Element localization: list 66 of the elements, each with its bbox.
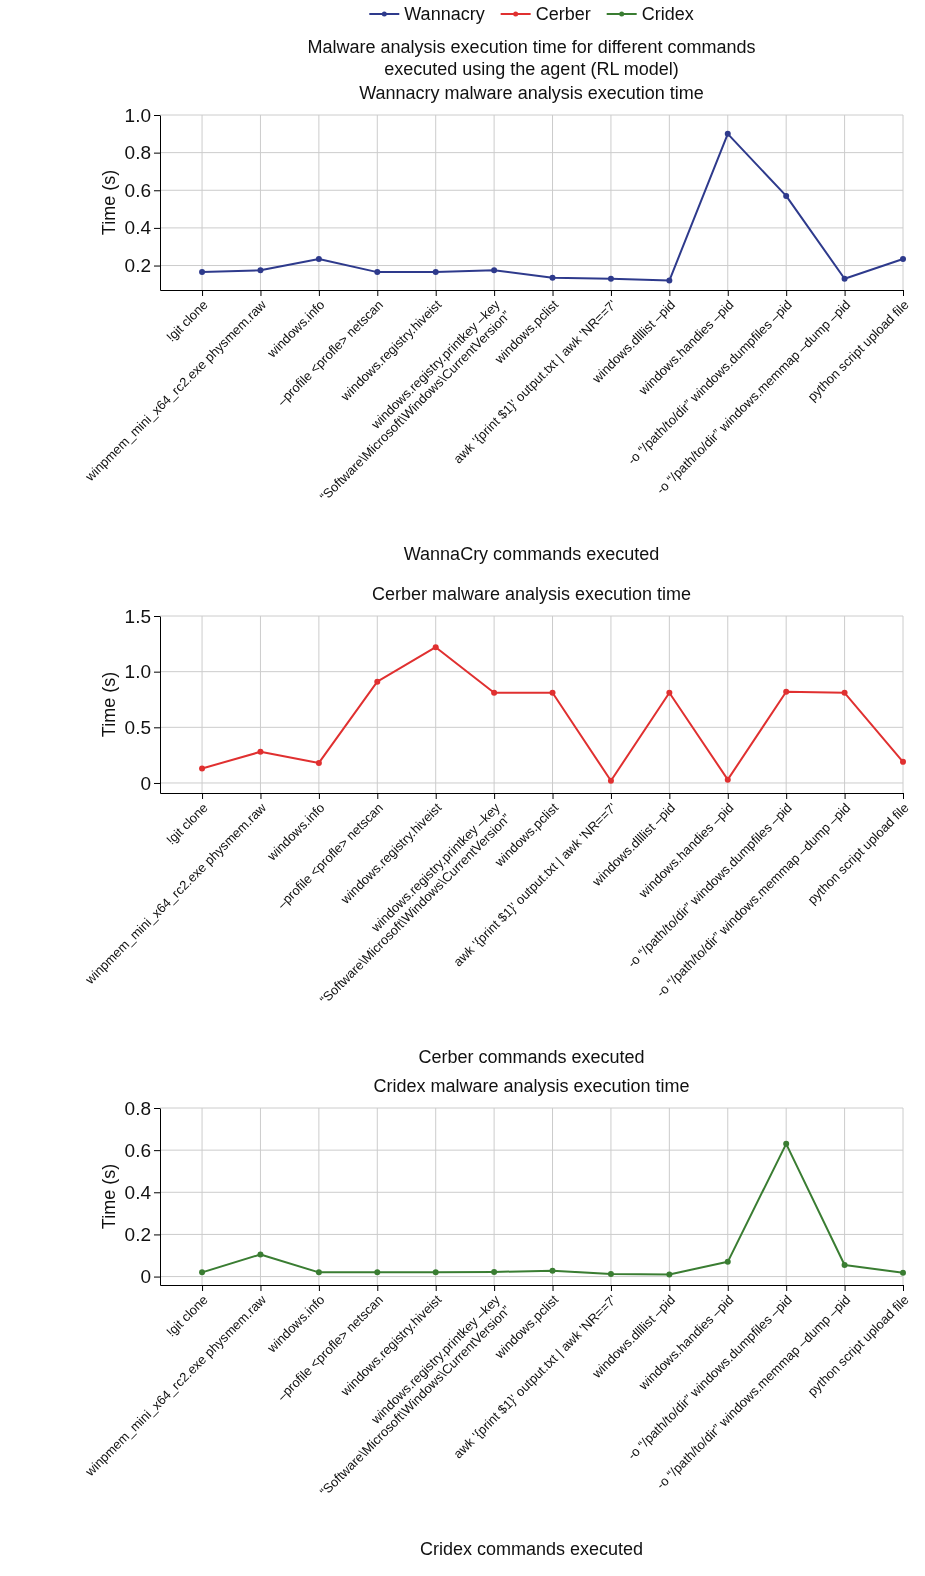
y-tick-label: 0.6 [124,1139,151,1161]
point [491,1268,498,1275]
point [607,275,614,282]
point [724,776,731,783]
point [724,130,731,137]
point [374,678,381,685]
chart-title: Malware analysis execution time for different commands executed using the agent (RL model) [307,37,756,79]
point [432,1269,439,1276]
y-axis-title: Time (s) [99,1163,119,1230]
point [549,689,556,696]
point [724,1258,731,1265]
chart-title: Cridex malware analysis execution time [373,1076,690,1096]
y-tick-label: 0.5 [124,716,151,738]
point [783,688,790,695]
point [257,267,264,274]
y-tick-label: 0.8 [124,142,151,164]
point [900,255,906,262]
point [374,269,381,276]
y-tick-label: 0.2 [124,255,151,277]
point [432,269,439,276]
point [432,644,439,651]
point [257,748,264,755]
y-axis-title: Time (s) [99,671,119,738]
point [549,1267,556,1274]
point [900,758,906,765]
point [841,275,848,282]
point [841,689,848,696]
point [666,1271,673,1278]
point [549,274,556,281]
y-tick-label: 0.6 [124,179,151,201]
point [783,1140,790,1147]
point [199,765,206,772]
point [374,1269,381,1276]
point [491,267,498,274]
point [900,1269,906,1276]
point [315,255,322,262]
point [315,1269,322,1276]
point [783,192,790,199]
y-tick-label: 1.5 [124,605,151,627]
point [607,777,614,784]
x-axis-title: Cerber commands executed [418,1047,645,1067]
y-tick-label: 0.8 [124,1097,151,1119]
point [315,759,322,766]
y-tick-label: 0.4 [124,1181,152,1203]
y-tick-label: 0.2 [124,1224,151,1246]
point [666,689,673,696]
point [199,269,206,276]
legend-label: Cridex [641,4,694,24]
legend-label: Cerber [535,4,591,24]
point [199,1269,206,1276]
y-axis-title: Time (s) [99,169,119,236]
y-tick-label: 0 [140,1266,151,1288]
point [841,1261,848,1268]
point [666,277,673,284]
point [607,1271,614,1278]
y-tick-label: 0.4 [124,217,152,239]
chart-title: Cerber malware analysis execution time [371,584,692,604]
legend-label: Wannacry [404,4,485,24]
chart-subtitle: Wannacry malware analysis execution time [359,83,704,103]
point [491,689,498,696]
y-tick-label: 1.0 [124,661,151,683]
x-axis-title: WannaCry commands executed [403,544,660,564]
point [257,1251,264,1258]
y-tick-label: 1.0 [124,104,151,126]
x-axis-title: Cridex commands executed [419,1539,644,1559]
y-tick-label: 0 [140,772,151,794]
